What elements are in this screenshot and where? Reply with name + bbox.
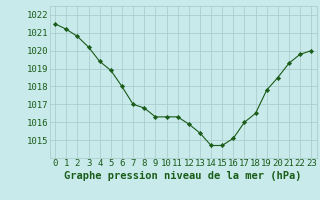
X-axis label: Graphe pression niveau de la mer (hPa): Graphe pression niveau de la mer (hPa) — [64, 171, 302, 181]
